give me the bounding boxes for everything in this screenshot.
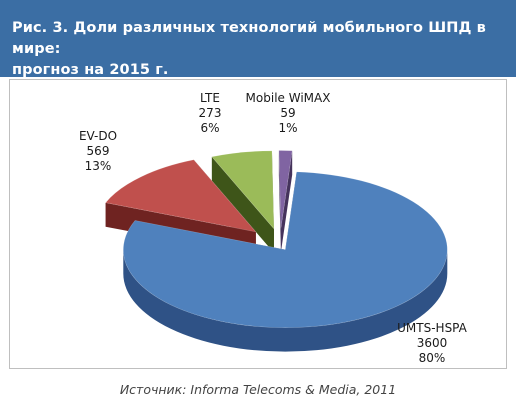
pie-slice-mobile-wimax-3d bbox=[278, 150, 293, 253]
slice-label-value: 569 bbox=[87, 144, 110, 158]
source-note: Источник: Informa Telecoms & Media, 2011 bbox=[119, 382, 397, 397]
figure-title-line-1: Рис. 3. Доли различных технологий мобиль… bbox=[12, 20, 486, 57]
slice-label-value: 273 bbox=[199, 106, 222, 120]
slice-label-percent: 1% bbox=[278, 121, 297, 135]
plot-area: UMTS-HSPA 3600 80% EV-DO 569 13% LTE 273 6% Mobil… bbox=[9, 79, 507, 369]
figure-title: Рис. 3. Доли различных технологий мобиль… bbox=[12, 18, 504, 81]
pie-chart: UMTS-HSPA 3600 80% EV-DO 569 13% LTE 273 6% Mobil… bbox=[79, 91, 468, 365]
slice-label-mobile-wimax: Mobile WiMAX 59 1% bbox=[246, 91, 331, 135]
slice-label-value: 3600 bbox=[417, 336, 448, 350]
pie-slice-ev-do bbox=[105, 159, 257, 233]
pie-slice-cut-face bbox=[280, 150, 293, 253]
slice-label-name: UMTS-HSPA bbox=[397, 321, 468, 335]
pie-slice-rim-wall bbox=[123, 249, 448, 352]
slice-label-name: LTE bbox=[200, 91, 220, 105]
slice-label-name: EV-DO bbox=[79, 129, 117, 143]
slice-label-umts-hspa: UMTS-HSPA 3600 80% bbox=[397, 321, 468, 365]
figure-title-line-2: прогноз на 2015 г. bbox=[12, 62, 169, 78]
slice-label-percent: 6% bbox=[200, 121, 219, 135]
slice-label-name: Mobile WiMAX bbox=[246, 91, 331, 105]
slice-label-percent: 80% bbox=[419, 351, 446, 365]
figure-header: Рис. 3. Доли различных технологий мобиль… bbox=[0, 0, 516, 78]
pie-slice-umts-hspa bbox=[123, 171, 448, 328]
slice-label-percent: 13% bbox=[85, 159, 112, 173]
pie-slice-cut-face bbox=[278, 150, 281, 253]
pie-slice-lte bbox=[211, 150, 275, 230]
pie-slice-mobile-wimax bbox=[278, 150, 293, 229]
slice-label-lte: LTE 273 6% bbox=[199, 91, 222, 135]
pie-slice-cut-face bbox=[211, 156, 274, 253]
slice-label-value: 59 bbox=[280, 106, 295, 120]
slice-label-ev-do: EV-DO 569 13% bbox=[79, 129, 117, 173]
